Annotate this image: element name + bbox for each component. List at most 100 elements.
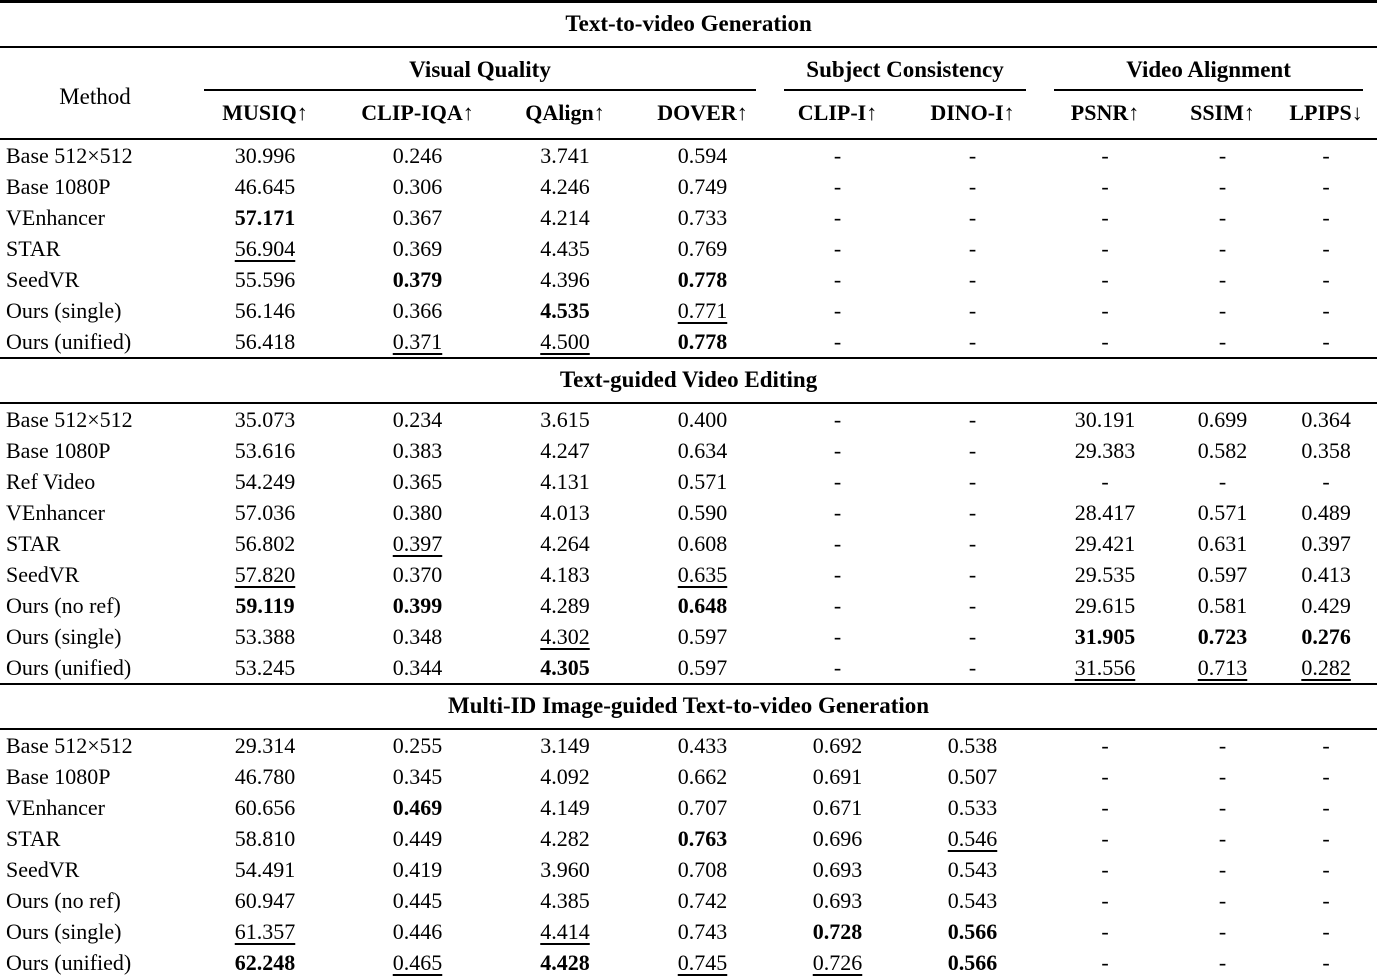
- metric-value: -: [968, 562, 977, 587]
- metric-value: -: [1322, 764, 1330, 789]
- metric-value: -: [1101, 857, 1109, 882]
- metric-value: -: [1101, 733, 1109, 758]
- metric-value: -: [1218, 826, 1227, 851]
- metric-value: 0.726: [812, 950, 863, 975]
- method-cell: STAR: [6, 236, 61, 261]
- value-cell: 0.728: [770, 916, 905, 947]
- metric-value: -: [833, 469, 842, 494]
- value-cell: -: [905, 590, 1040, 621]
- value-cell: 4.282: [495, 823, 635, 854]
- value-cell: 55.596: [190, 264, 340, 295]
- metric-value: 0.399: [392, 593, 443, 618]
- metric-value: 30.191: [1074, 407, 1136, 432]
- metric-value: -: [1218, 888, 1227, 913]
- metric-value: 0.413: [1301, 562, 1351, 587]
- value-cell: 53.616: [190, 435, 340, 466]
- method-cell: SeedVR: [6, 267, 80, 292]
- metric-value: 56.418: [234, 329, 296, 354]
- metric-value: -: [1322, 174, 1330, 199]
- value-cell: 0.743: [635, 916, 770, 947]
- metric-value: 0.366: [392, 298, 443, 323]
- value-cell: 4.385: [495, 885, 635, 916]
- method-cell: Base 1080P: [6, 438, 111, 463]
- value-cell: 0.742: [635, 885, 770, 916]
- section-title: Text-guided Video Editing: [0, 357, 1377, 404]
- method-cell: SeedVR: [6, 562, 80, 587]
- metric-value: -: [1322, 950, 1330, 975]
- metric-value: -: [1218, 143, 1227, 168]
- method-cell: Ours (single): [6, 919, 122, 944]
- metric-value: 4.131: [540, 469, 590, 494]
- value-cell: 0.306: [340, 171, 495, 202]
- value-cell: 0.369: [340, 233, 495, 264]
- value-cell: 57.820: [190, 559, 340, 590]
- metric-value: 0.693: [812, 888, 863, 913]
- value-cell: -: [905, 171, 1040, 202]
- metric-value: 0.348: [392, 624, 443, 649]
- value-cell: 0.597: [635, 621, 770, 652]
- value-cell: -: [905, 202, 1040, 233]
- value-cell: 4.396: [495, 264, 635, 295]
- value-cell: 0.671: [770, 792, 905, 823]
- col-header-musiq: MUSIQ↑: [190, 91, 340, 140]
- metric-value: 0.255: [392, 733, 443, 758]
- value-cell: 0.763: [635, 823, 770, 854]
- value-cell: -: [1275, 202, 1377, 233]
- value-cell: -: [770, 528, 905, 559]
- metric-value: 0.723: [1197, 624, 1248, 649]
- metric-value: 4.214: [540, 205, 590, 230]
- metric-value: 0.648: [677, 593, 728, 618]
- table-row: VEnhancer 57.171 0.367 4.214 0.733 - - - - -: [0, 202, 1377, 233]
- value-cell: 0.566: [905, 947, 1040, 978]
- col-header-clip-i: CLIP-I↑: [770, 91, 905, 140]
- metric-value: -: [1101, 888, 1109, 913]
- table-row: VEnhancer 60.656 0.469 4.149 0.707 0.671 0.533…: [0, 792, 1377, 823]
- value-cell: 29.383: [1040, 435, 1170, 466]
- value-cell: 58.810: [190, 823, 340, 854]
- value-cell: -: [1275, 729, 1377, 761]
- value-cell: 3.960: [495, 854, 635, 885]
- value-cell: 0.692: [770, 729, 905, 761]
- metric-value: -: [1101, 174, 1109, 199]
- table-row: Base 512×512 30.996 0.246 3.741 0.594 - - - - -: [0, 139, 1377, 171]
- metric-value: -: [1218, 298, 1227, 323]
- table-row: STAR 56.802 0.397 4.264 0.608 - - 29.421 0.631 0.…: [0, 528, 1377, 559]
- value-cell: 0.371: [340, 326, 495, 358]
- method-cell: Ours (no ref): [6, 888, 121, 913]
- metric-value: 0.597: [677, 624, 728, 649]
- table-row: Base 1080P 46.645 0.306 4.246 0.749 - - - - -: [0, 171, 1377, 202]
- metric-value: -: [833, 267, 842, 292]
- value-cell: 61.357: [190, 916, 340, 947]
- metric-value: 0.367: [392, 205, 443, 230]
- metric-value: -: [1322, 826, 1330, 851]
- value-cell: 4.131: [495, 466, 635, 497]
- metric-value: 0.543: [947, 888, 998, 913]
- metric-value: 29.615: [1074, 593, 1136, 618]
- method-cell: Base 1080P: [6, 174, 111, 199]
- value-cell: -: [1040, 885, 1170, 916]
- metric-value: 0.745: [677, 950, 728, 975]
- metric-value: 54.491: [234, 857, 296, 882]
- value-cell: -: [1275, 171, 1377, 202]
- metric-value: -: [1101, 469, 1109, 494]
- metric-value: 0.733: [677, 205, 728, 230]
- value-cell: 31.905: [1040, 621, 1170, 652]
- value-cell: 3.615: [495, 403, 635, 435]
- group-header-video-alignment: Video Alignment: [1040, 47, 1377, 91]
- table-row: SeedVR 57.820 0.370 4.183 0.635 - - 29.535 0.597…: [0, 559, 1377, 590]
- value-cell: -: [1040, 947, 1170, 978]
- value-cell: 0.726: [770, 947, 905, 978]
- metric-value: -: [1218, 174, 1227, 199]
- metric-value: 60.947: [234, 888, 296, 913]
- metric-value: 0.507: [947, 764, 998, 789]
- value-cell: -: [1170, 792, 1275, 823]
- metric-value: -: [1322, 267, 1330, 292]
- value-cell: 0.635: [635, 559, 770, 590]
- metric-value: 0.778: [677, 329, 728, 354]
- value-cell: 0.778: [635, 326, 770, 358]
- value-cell: -: [1275, 233, 1377, 264]
- group-underline: [204, 89, 756, 91]
- method-cell: Ref Video: [6, 469, 96, 494]
- value-cell: 0.282: [1275, 652, 1377, 684]
- value-cell: 4.183: [495, 559, 635, 590]
